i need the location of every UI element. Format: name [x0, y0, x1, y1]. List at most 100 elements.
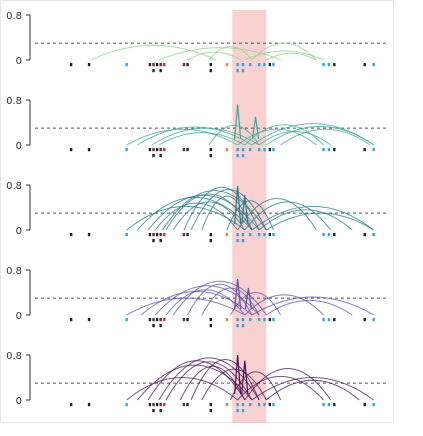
position-marker: [225, 148, 229, 152]
series-arc: [137, 126, 253, 146]
position-marker: [327, 318, 331, 322]
position-marker: [327, 403, 331, 407]
position-marker: [363, 233, 366, 237]
position-marker: [333, 403, 336, 407]
position-marker: [236, 233, 239, 237]
series-arc: [265, 125, 374, 146]
position-marker: [272, 148, 275, 152]
y-tick-label: 0: [16, 311, 22, 322]
position-marker: [236, 148, 239, 152]
y-tick-label: 0: [16, 56, 22, 67]
position-marker: [363, 403, 366, 407]
position-marker: [152, 239, 155, 243]
position-marker: [209, 63, 212, 67]
position-marker: [363, 63, 366, 67]
position-marker: [159, 63, 162, 67]
position-marker: [159, 154, 162, 158]
position-marker: [248, 318, 252, 322]
position-marker: [186, 63, 189, 67]
y-tick-label: 0: [16, 226, 22, 237]
y-tick-label: 0.8: [6, 266, 22, 277]
position-marker: [125, 403, 128, 407]
position-marker: [236, 154, 239, 158]
position-marker: [159, 409, 162, 413]
series-arc: [190, 359, 260, 401]
position-marker: [236, 324, 239, 328]
series-spike: [234, 354, 242, 395]
series-arc: [126, 297, 246, 316]
series-arc: [244, 294, 324, 316]
series-arc: [158, 132, 246, 146]
y-tick-label: 0: [16, 396, 22, 407]
position-marker: [69, 63, 73, 67]
position-marker: [163, 63, 166, 67]
series-spike: [241, 195, 249, 225]
position-marker: [327, 63, 331, 67]
position-marker: [152, 63, 155, 67]
position-marker: [372, 233, 375, 237]
series-arc: [187, 51, 242, 61]
position-marker: [241, 233, 245, 237]
series-arc: [158, 47, 281, 61]
series-arc: [258, 209, 353, 231]
y-tick-label: 0.8: [6, 96, 22, 107]
position-marker: [152, 324, 155, 328]
position-marker: [322, 233, 325, 237]
position-marker: [236, 63, 239, 67]
series-arc: [244, 368, 332, 401]
position-marker: [155, 318, 159, 322]
position-marker: [263, 63, 266, 67]
position-marker: [333, 318, 336, 322]
series-arc: [251, 377, 374, 401]
position-marker: [263, 148, 266, 152]
position-marker: [322, 403, 325, 407]
position-marker: [186, 403, 189, 407]
position-marker: [236, 409, 239, 413]
position-marker: [182, 403, 186, 407]
position-marker: [248, 148, 252, 152]
position-marker: [69, 233, 73, 237]
position-marker: [241, 154, 245, 158]
position-marker: [163, 318, 166, 322]
position-marker: [148, 148, 152, 152]
position-marker: [248, 403, 252, 407]
position-marker: [159, 239, 162, 243]
position-marker: [155, 403, 159, 407]
series-arc: [226, 200, 274, 231]
series-arc: [266, 212, 374, 231]
position-marker: [263, 318, 266, 322]
position-marker: [163, 403, 166, 407]
position-marker: [241, 239, 245, 243]
series-arc: [244, 201, 332, 231]
position-marker: [152, 69, 155, 73]
position-marker: [209, 239, 212, 243]
position-marker: [155, 63, 159, 67]
series-arc: [280, 128, 371, 146]
position-marker: [159, 233, 162, 237]
position-marker: [241, 409, 245, 413]
position-marker: [159, 148, 162, 152]
position-marker: [159, 69, 162, 73]
position-marker: [125, 63, 128, 67]
position-marker: [236, 239, 239, 243]
series-arc: [258, 131, 332, 146]
series-arc: [126, 205, 246, 231]
position-marker: [186, 318, 189, 322]
position-marker: [209, 318, 212, 322]
series-spike: [251, 116, 260, 140]
position-marker: [159, 318, 162, 322]
position-marker: [209, 148, 212, 152]
position-marker: [152, 403, 155, 407]
series-arc: [265, 379, 360, 401]
position-marker: [152, 409, 155, 413]
position-marker: [372, 148, 375, 152]
figure-frame: [0, 0, 394, 423]
series-arc: [172, 201, 246, 231]
position-marker: [236, 69, 239, 73]
position-marker: [241, 69, 245, 73]
position-marker: [163, 148, 166, 152]
position-marker: [87, 403, 91, 407]
position-marker: [236, 403, 239, 407]
position-marker: [272, 63, 275, 67]
position-marker: [159, 403, 162, 407]
